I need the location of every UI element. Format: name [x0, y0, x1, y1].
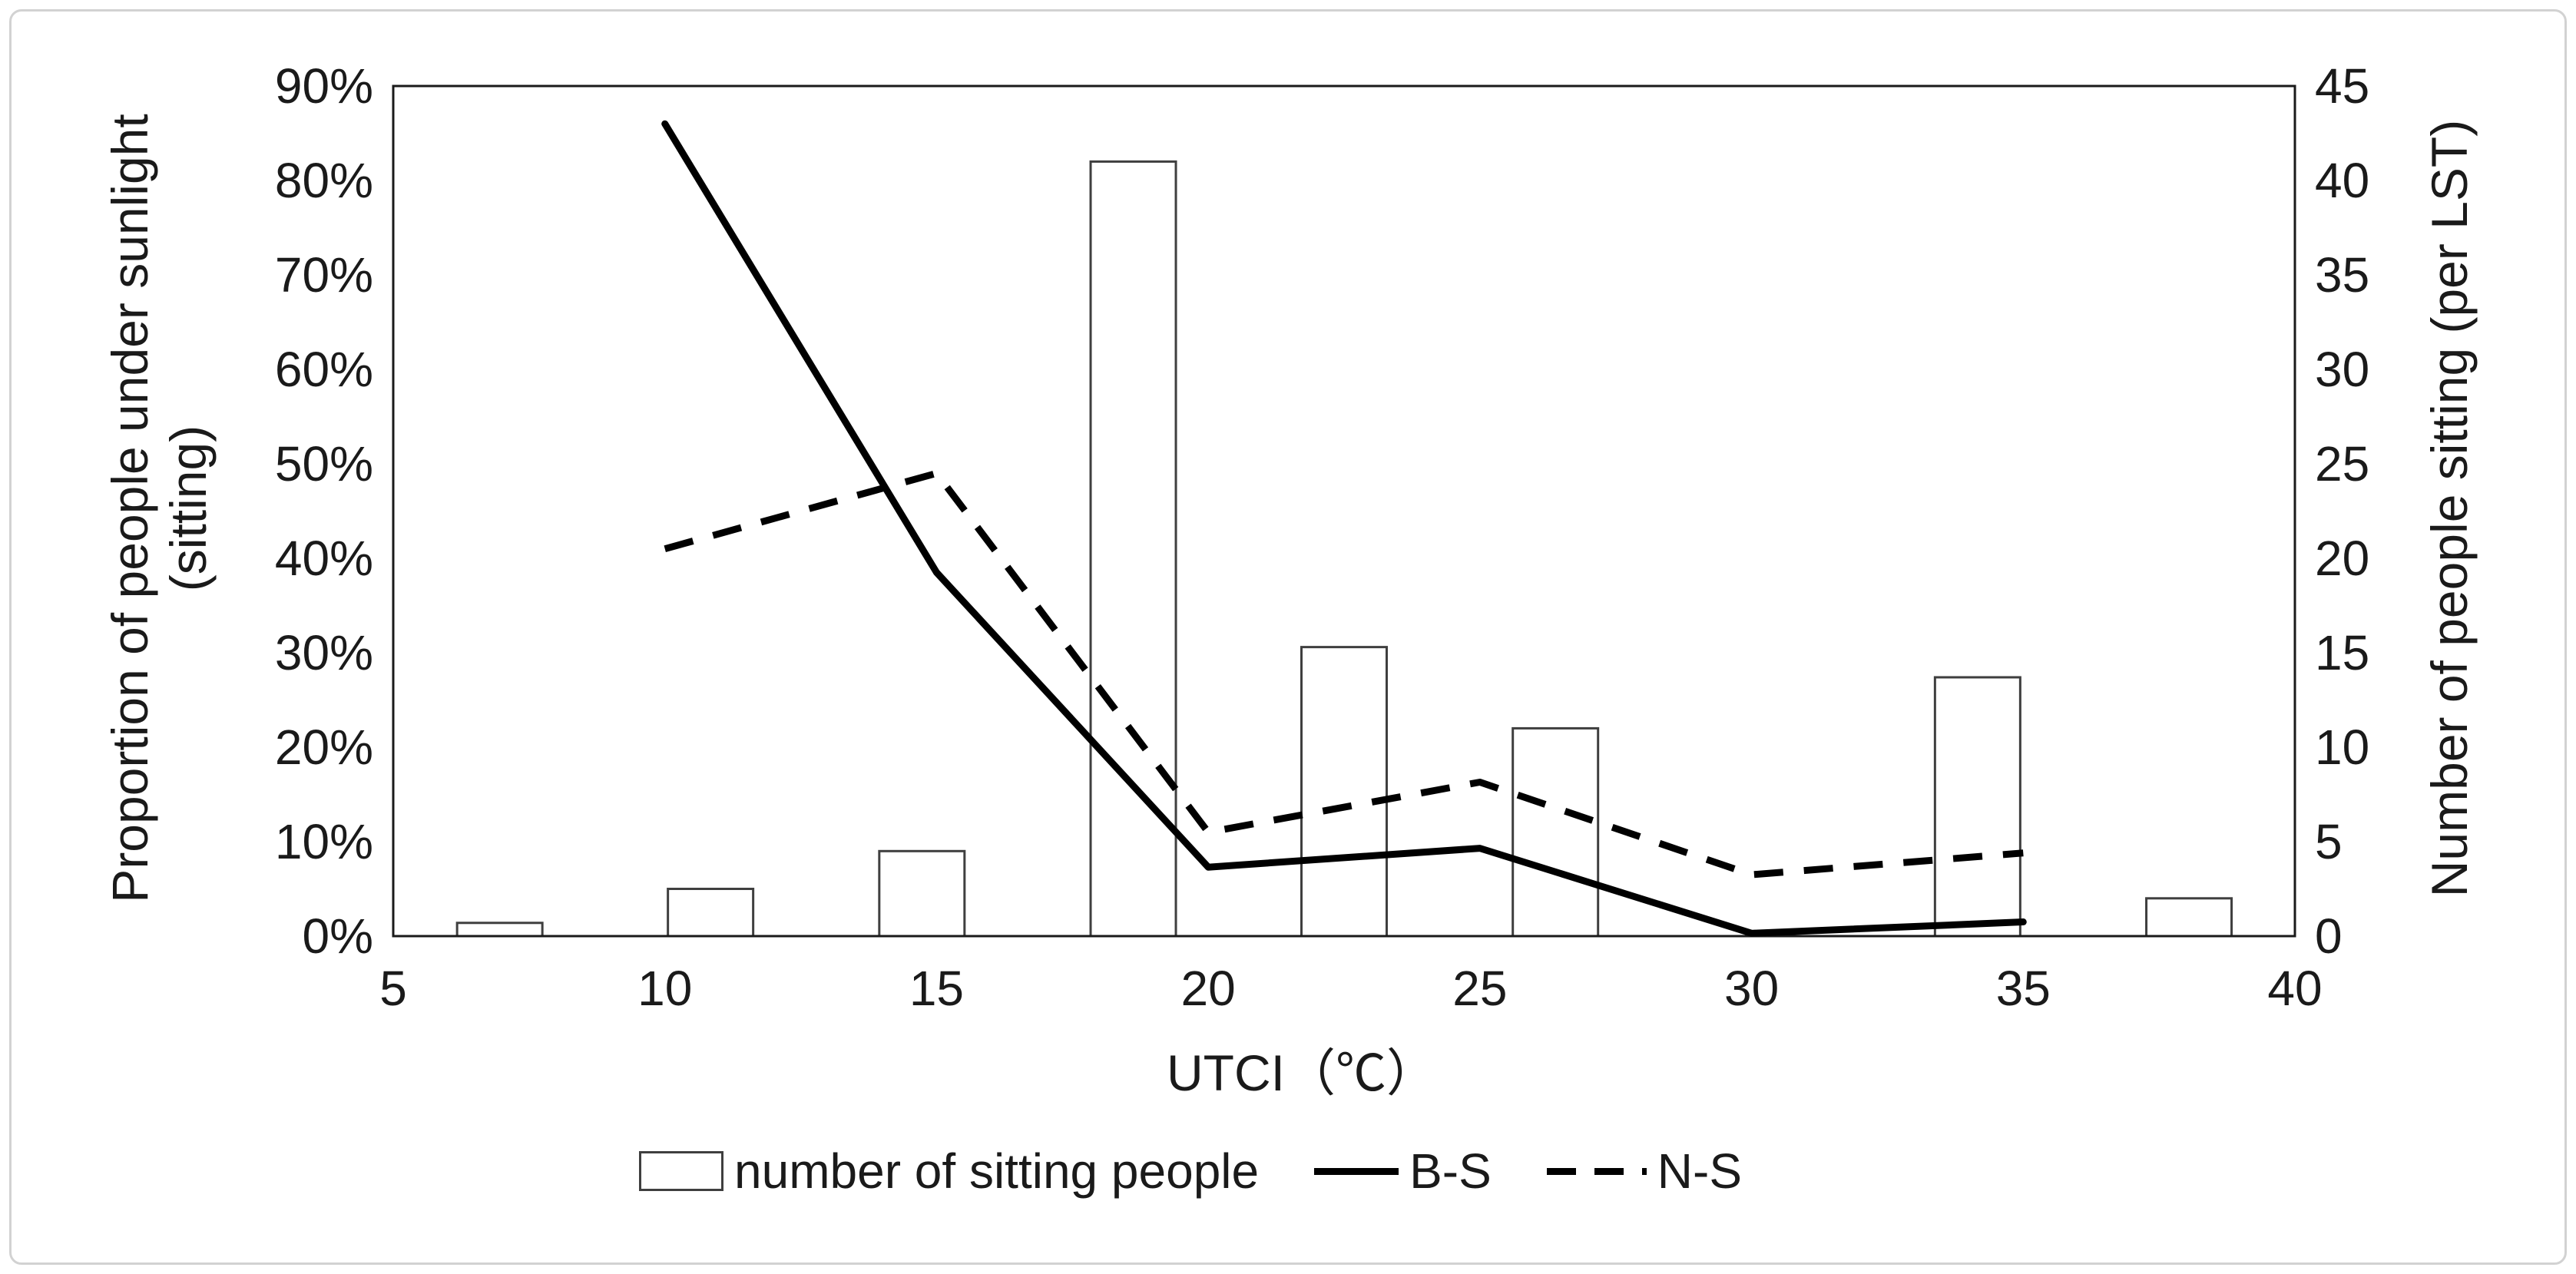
left-axis-tick-label: 20% [275, 720, 373, 775]
dashed-line-swatch-icon [1546, 1167, 1647, 1175]
left-axis-tick-label: 60% [275, 342, 373, 397]
left-axis-tick-label: 50% [275, 436, 373, 491]
left-axis-title-line1: Proportion of people under sunlight [101, 114, 159, 903]
left-axis-tick-label: 90% [275, 58, 373, 114]
solid-line-swatch-icon [1314, 1167, 1399, 1175]
right-axis-tick-label: 40 [2315, 153, 2369, 208]
right-axis-tick-label: 45 [2315, 58, 2369, 114]
right-axis-tick-label: 10 [2315, 720, 2369, 775]
x-axis-tick-label: 15 [909, 961, 964, 1016]
left-axis-tick-label: 40% [275, 531, 373, 586]
right-axis-tick-label: 35 [2315, 247, 2369, 303]
legend-item-bars: number of sitting people [639, 1143, 1259, 1200]
x-axis-tick-label: 20 [1181, 961, 1236, 1016]
right-axis-tick-label: 30 [2315, 342, 2369, 397]
left-axis-tick-label: 0% [303, 908, 374, 964]
right-axis-tick-label: 5 [2315, 814, 2343, 869]
legend-label-bars: number of sitting people [734, 1143, 1260, 1199]
x-axis-tick-label: 25 [1452, 961, 1507, 1016]
bar-number-of-sitting-people [878, 849, 966, 938]
chart-legend: number of sitting people B-S N-S [0, 1143, 2381, 1200]
x-axis-tick-label: 35 [1996, 961, 2051, 1016]
bar-number-of-sitting-people [667, 888, 755, 938]
left-axis-title-line2: (sitting) [160, 425, 217, 592]
x-axis-tick-label: 40 [2267, 961, 2322, 1016]
bar-number-of-sitting-people [2145, 897, 2233, 938]
plot-area-border [392, 84, 2296, 938]
bar-number-of-sitting-people [1511, 726, 1600, 938]
left-axis-tick-label: 10% [275, 814, 373, 869]
bar-number-of-sitting-people [455, 922, 544, 938]
right-axis-tick-label: 25 [2315, 436, 2369, 491]
legend-label-ns: N-S [1657, 1143, 1742, 1199]
left-axis-title: Proportion of people under sunlight (sit… [101, 114, 218, 902]
x-axis-tick-label: 30 [1724, 961, 1779, 1016]
right-axis-tick-label: 20 [2315, 531, 2369, 586]
series-line-n-s [664, 469, 2024, 879]
right-axis-tick-label: 0 [2315, 908, 2343, 964]
bar-number-of-sitting-people [1089, 160, 1177, 938]
series-line-b-s [661, 120, 2027, 937]
legend-label-bs: B-S [1409, 1143, 1492, 1199]
x-axis-tick-label: 10 [637, 961, 692, 1016]
left-axis-tick-label: 70% [275, 247, 373, 303]
bar-number-of-sitting-people [1933, 676, 2021, 938]
x-axis-tick-label: 5 [379, 961, 407, 1016]
right-axis-title: Number of people sitting (per LST) [2421, 119, 2478, 898]
legend-item-ns: N-S [1546, 1143, 1742, 1200]
legend-item-bs: B-S [1314, 1143, 1492, 1200]
left-axis-tick-label: 30% [275, 625, 373, 680]
bar-number-of-sitting-people [1300, 646, 1388, 938]
right-axis-tick-label: 15 [2315, 625, 2369, 680]
left-axis-tick-label: 80% [275, 153, 373, 208]
x-axis-title: UTCI（℃） [1167, 1044, 1437, 1101]
bar-swatch-icon [639, 1151, 723, 1191]
